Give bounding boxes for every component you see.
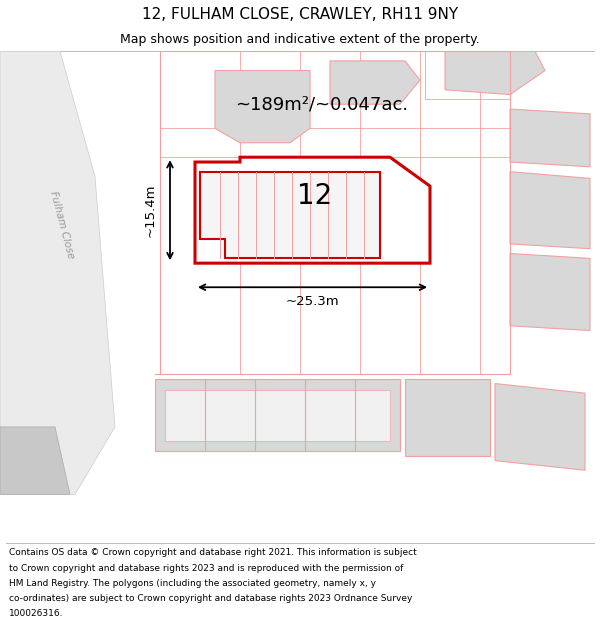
Polygon shape [445, 51, 545, 94]
Text: ~189m²/~0.047ac.: ~189m²/~0.047ac. [235, 95, 408, 113]
Text: co-ordinates) are subject to Crown copyright and database rights 2023 Ordnance S: co-ordinates) are subject to Crown copyr… [9, 594, 412, 603]
Polygon shape [405, 379, 490, 456]
Polygon shape [510, 254, 590, 331]
Text: 12: 12 [298, 182, 332, 210]
Polygon shape [0, 51, 115, 494]
Polygon shape [0, 427, 70, 494]
Text: HM Land Registry. The polygons (including the associated geometry, namely x, y: HM Land Registry. The polygons (includin… [9, 579, 376, 587]
Text: ~15.4m: ~15.4m [143, 183, 157, 237]
Text: ~25.3m: ~25.3m [286, 295, 340, 308]
Text: 12, FULHAM CLOSE, CRAWLEY, RH11 9NY: 12, FULHAM CLOSE, CRAWLEY, RH11 9NY [142, 7, 458, 22]
Text: Contains OS data © Crown copyright and database right 2021. This information is : Contains OS data © Crown copyright and d… [9, 548, 417, 558]
Polygon shape [155, 379, 400, 451]
Polygon shape [510, 172, 590, 249]
Text: 100026316.: 100026316. [9, 609, 64, 618]
Polygon shape [495, 384, 585, 470]
Text: to Crown copyright and database rights 2023 and is reproduced with the permissio: to Crown copyright and database rights 2… [9, 564, 403, 572]
Text: Map shows position and indicative extent of the property.: Map shows position and indicative extent… [120, 34, 480, 46]
Polygon shape [195, 158, 430, 263]
Polygon shape [510, 109, 590, 167]
Polygon shape [215, 71, 310, 142]
Polygon shape [330, 61, 420, 104]
Polygon shape [165, 390, 390, 441]
Text: Fulham Close: Fulham Close [48, 189, 76, 259]
Polygon shape [200, 172, 380, 258]
